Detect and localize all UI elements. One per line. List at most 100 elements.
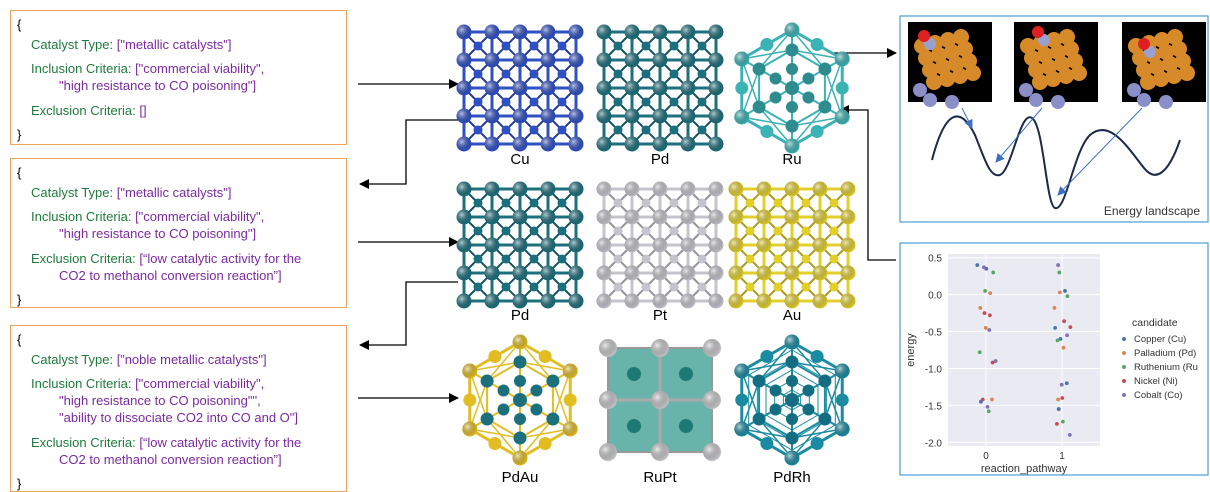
catalyst-pdau-structure <box>462 334 578 466</box>
panel-line: "high resistance to CO poisoning"] <box>59 226 256 242</box>
energy-curve <box>931 115 1181 209</box>
y-axis-label: energy <box>905 333 917 367</box>
catalyst-pt-structure <box>596 181 724 309</box>
panel-line: Inclusion Criteria: ["commercial viabili… <box>31 376 264 392</box>
inclusion-criteria-key: Inclusion Criteria: <box>31 209 132 224</box>
legend-entry: Cobalt (Co) <box>1134 390 1183 401</box>
catalyst-pd-structure <box>456 181 584 309</box>
catalyst-rupt-structure <box>599 339 721 461</box>
y-tick-label: -0.5 <box>925 328 943 339</box>
legend-entry: Copper (Cu) <box>1134 334 1186 345</box>
panel-line: { <box>17 332 21 348</box>
scatter-point <box>1058 290 1062 295</box>
open-brace: { <box>17 165 22 180</box>
scatter-point <box>1062 319 1066 324</box>
close-brace: } <box>17 292 22 307</box>
y-tick-label: -2.0 <box>925 438 943 449</box>
legend-title: candidate <box>1132 317 1178 329</box>
panel-line: Catalyst Type: ["metallic catalysts"] <box>31 37 231 53</box>
criteria-panel-2: { Catalyst Type: ["metallic catalysts"] In… <box>10 158 347 308</box>
scatter-point <box>983 325 988 330</box>
scatter-point <box>982 265 986 270</box>
panel-to-catalyst-arrows <box>358 79 459 403</box>
panel-line: } <box>17 476 21 492</box>
panel-line: Catalyst Type: ["metallic catalysts"] <box>31 185 231 201</box>
scatter-point <box>1057 270 1062 275</box>
scatter-point <box>977 350 982 355</box>
scatter-point <box>1065 333 1069 338</box>
catalyst-label: RuPt <box>643 469 677 486</box>
panel-line: Exclusion Criteria: [“low catalytic acti… <box>31 251 301 267</box>
catalyst-type-key: Catalyst Type: <box>31 37 114 52</box>
exclusion-criteria-value: CO2 to methanol conversion reaction”] <box>59 452 282 467</box>
x-axis-label: reaction_pathway <box>981 463 1068 475</box>
scatter-point <box>987 328 992 332</box>
panel-line: "high resistance to CO poisoning"", <box>59 393 261 409</box>
panel-line: CO2 to methanol conversion reaction”] <box>59 452 282 468</box>
legend-marker <box>1122 351 1126 355</box>
catalyst-type-value: [”noble metallic catalysts"] <box>116 352 267 367</box>
panel-line: "ability to dissociate CO2 into CO and O… <box>59 410 298 426</box>
catalyst-structures <box>456 22 856 466</box>
scatter-point <box>1058 337 1063 341</box>
panel-line: Catalyst Type: [”noble metallic catalyst… <box>31 352 267 368</box>
scatter-point <box>983 289 987 293</box>
energy-landscape-label: Energy landscape <box>1104 204 1200 218</box>
catalyst-pd-structure <box>596 24 724 152</box>
scatter-point <box>1055 338 1060 343</box>
legend-entry: Nickel (Ni) <box>1134 376 1178 387</box>
molecule-cluster <box>913 29 981 109</box>
catalyst-cu-structure <box>456 24 584 152</box>
exclusion-criteria-key: Exclusion Criteria: <box>31 435 136 450</box>
catalyst-label: PdRh <box>773 469 811 486</box>
catalyst-type-key: Catalyst Type: <box>31 185 114 200</box>
exclusion-criteria-value: [] <box>139 103 147 118</box>
x-tick-label: 0 <box>983 451 989 462</box>
close-brace: } <box>17 127 22 142</box>
scatter-point <box>990 397 994 402</box>
scatter-point <box>1056 407 1061 411</box>
panel-line: { <box>17 165 21 181</box>
scatter-point <box>1067 433 1072 437</box>
snapshot-to-curve-arrows <box>961 107 1143 196</box>
scatter-point <box>980 397 985 402</box>
legend-marker <box>1122 393 1126 397</box>
catalyst-type-value: ["metallic catalysts"] <box>116 37 232 52</box>
catalyst-label: PdAu <box>501 469 539 486</box>
inclusion-criteria-value: "high resistance to CO poisoning"] <box>59 226 257 241</box>
legend-marker <box>1122 379 1126 383</box>
scatter-point <box>985 404 990 409</box>
scatter-point <box>1060 396 1065 400</box>
panel-line: Inclusion Criteria: ["commercial viabili… <box>31 209 264 225</box>
criteria-panel-1: {Catalyst Type: ["metallic catalysts"] In… <box>10 10 347 145</box>
inclusion-criteria-value: "high resistance to CO poisoning"", <box>59 393 261 408</box>
exclusion-criteria-key: Exclusion Criteria: <box>31 103 136 118</box>
panel-line: Exclusion Criteria: [] <box>31 103 147 119</box>
catalyst-au-structure <box>728 181 856 309</box>
legend-marker <box>1122 365 1126 369</box>
catalyst-label: Au <box>782 307 802 324</box>
legend-entry: Palladium (Pd) <box>1134 348 1196 359</box>
catalyst-ru-structure <box>734 22 850 154</box>
catalyst-type-key: Catalyst Type: <box>31 352 114 367</box>
y-tick-label: -1.5 <box>925 401 943 412</box>
scatter-point <box>1052 306 1057 310</box>
close-brace: } <box>17 476 22 491</box>
catalyst-label: Cu <box>510 151 530 168</box>
exclusion-criteria-value: CO2 to methanol conversion reaction”] <box>59 268 282 283</box>
open-brace: { <box>17 17 22 32</box>
inclusion-criteria-value: "ability to dissociate CO2 into CO and O… <box>59 410 299 425</box>
scatter-point <box>1053 325 1057 330</box>
panel-line: } <box>17 127 21 143</box>
scatter-point <box>1055 421 1059 426</box>
scatter-point <box>1056 263 1060 267</box>
catalyst-type-value: ["metallic catalysts"] <box>116 185 232 200</box>
criteria-panel-3: { Catalyst Type: [”noble metallic catalys… <box>10 325 347 492</box>
scatter-point <box>990 360 995 365</box>
panel-line: } <box>17 292 21 308</box>
panel-line: "high resistance to CO poisoning"] <box>59 78 256 94</box>
scatter-point <box>1064 381 1069 386</box>
scatter-point <box>1061 345 1066 350</box>
inclusion-criteria-value: ["commercial viability", <box>135 61 265 76</box>
scatter-point <box>991 270 996 275</box>
